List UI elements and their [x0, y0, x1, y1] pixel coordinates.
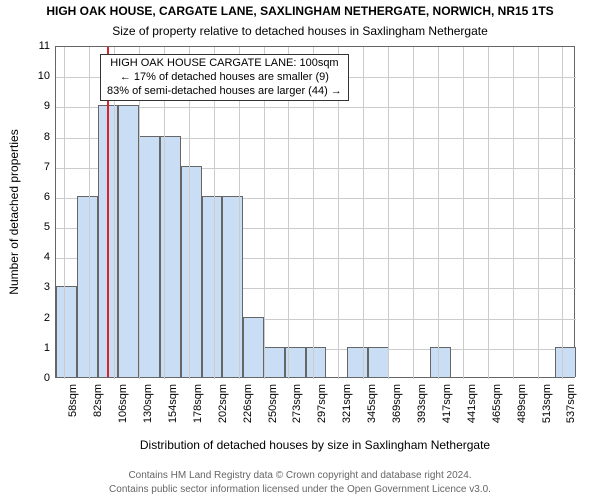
y-tick-label: 6	[44, 191, 50, 203]
x-tick-label: 82sqm	[92, 384, 104, 424]
grid-line	[438, 47, 439, 379]
x-tick-label: 513sqm	[541, 384, 553, 424]
histogram-bar	[347, 347, 368, 377]
x-tick-label: 369sqm	[391, 384, 403, 424]
y-tick-label: 9	[44, 100, 50, 112]
chart-container: HIGH OAK HOUSE, CARGATE LANE, SAXLINGHAM…	[0, 0, 600, 500]
y-tick-label: 8	[44, 131, 50, 143]
y-axis-label: Number of detached properties	[7, 129, 21, 294]
x-tick-label: 489sqm	[516, 384, 528, 424]
histogram-bar	[430, 347, 451, 377]
grid-line	[463, 47, 464, 379]
x-tick-label: 297sqm	[316, 384, 328, 424]
histogram-bar	[160, 136, 181, 377]
annotation-line: 83% of semi-detached houses are larger (…	[107, 85, 342, 99]
x-tick-label: 393sqm	[416, 384, 428, 424]
histogram-bar	[555, 347, 576, 377]
grid-line	[488, 47, 489, 379]
grid-line	[513, 47, 514, 379]
annotation-line: HIGH OAK HOUSE CARGATE LANE: 100sqm	[107, 57, 342, 71]
chart-subtitle: Size of property relative to detached ho…	[0, 24, 600, 38]
y-tick-label: 0	[44, 372, 50, 384]
annotation-box: HIGH OAK HOUSE CARGATE LANE: 100sqm← 17%…	[100, 54, 349, 101]
grid-line	[89, 47, 90, 379]
y-tick-label: 3	[44, 281, 50, 293]
histogram-bar	[77, 196, 98, 377]
x-tick-label: 537sqm	[565, 384, 577, 424]
y-tick-label: 11	[39, 40, 50, 52]
x-tick-label: 250sqm	[267, 384, 279, 424]
x-tick-label: 178sqm	[192, 384, 204, 424]
x-tick-label: 321sqm	[341, 384, 353, 424]
x-tick-label: 345sqm	[366, 384, 378, 424]
grid-line	[538, 47, 539, 379]
grid-line	[388, 47, 389, 379]
histogram-bar	[222, 196, 243, 377]
chart-title: HIGH OAK HOUSE, CARGATE LANE, SAXLINGHAM…	[0, 4, 600, 18]
x-tick-label: 106sqm	[117, 384, 129, 424]
histogram-bar	[264, 347, 285, 377]
y-tick-label: 2	[44, 312, 50, 324]
footer-line-2: Contains public sector information licen…	[0, 484, 600, 495]
histogram-bar	[368, 347, 389, 377]
y-tick-label: 5	[44, 221, 50, 233]
histogram-bar	[139, 136, 160, 377]
x-axis-label: Distribution of detached houses by size …	[55, 438, 575, 452]
x-tick-label: 226sqm	[242, 384, 254, 424]
histogram-bar	[202, 196, 223, 377]
y-tick-label: 1	[44, 342, 50, 354]
y-tick-label: 7	[44, 161, 50, 173]
x-tick-label: 58sqm	[67, 384, 79, 424]
grid-line	[363, 47, 364, 379]
y-tick-label: 4	[44, 251, 50, 263]
x-tick-label: 465sqm	[491, 384, 503, 424]
x-tick-label: 130sqm	[142, 384, 154, 424]
histogram-bar	[243, 317, 264, 377]
histogram-bar	[56, 286, 77, 377]
x-tick-label: 154sqm	[167, 384, 179, 424]
x-tick-label: 417sqm	[441, 384, 453, 424]
x-tick-label: 441sqm	[466, 384, 478, 424]
grid-line	[413, 47, 414, 379]
grid-line	[562, 47, 563, 379]
x-tick-label: 202sqm	[217, 384, 229, 424]
annotation-line: ← 17% of detached houses are smaller (9)	[107, 71, 342, 85]
histogram-bar	[181, 166, 202, 377]
histogram-bar	[306, 347, 327, 377]
x-tick-label: 273sqm	[291, 384, 303, 424]
y-tick-label: 10	[38, 70, 50, 82]
histogram-bar	[118, 105, 139, 377]
footer-line-1: Contains HM Land Registry data © Crown c…	[0, 470, 600, 481]
grid-line	[64, 47, 65, 379]
